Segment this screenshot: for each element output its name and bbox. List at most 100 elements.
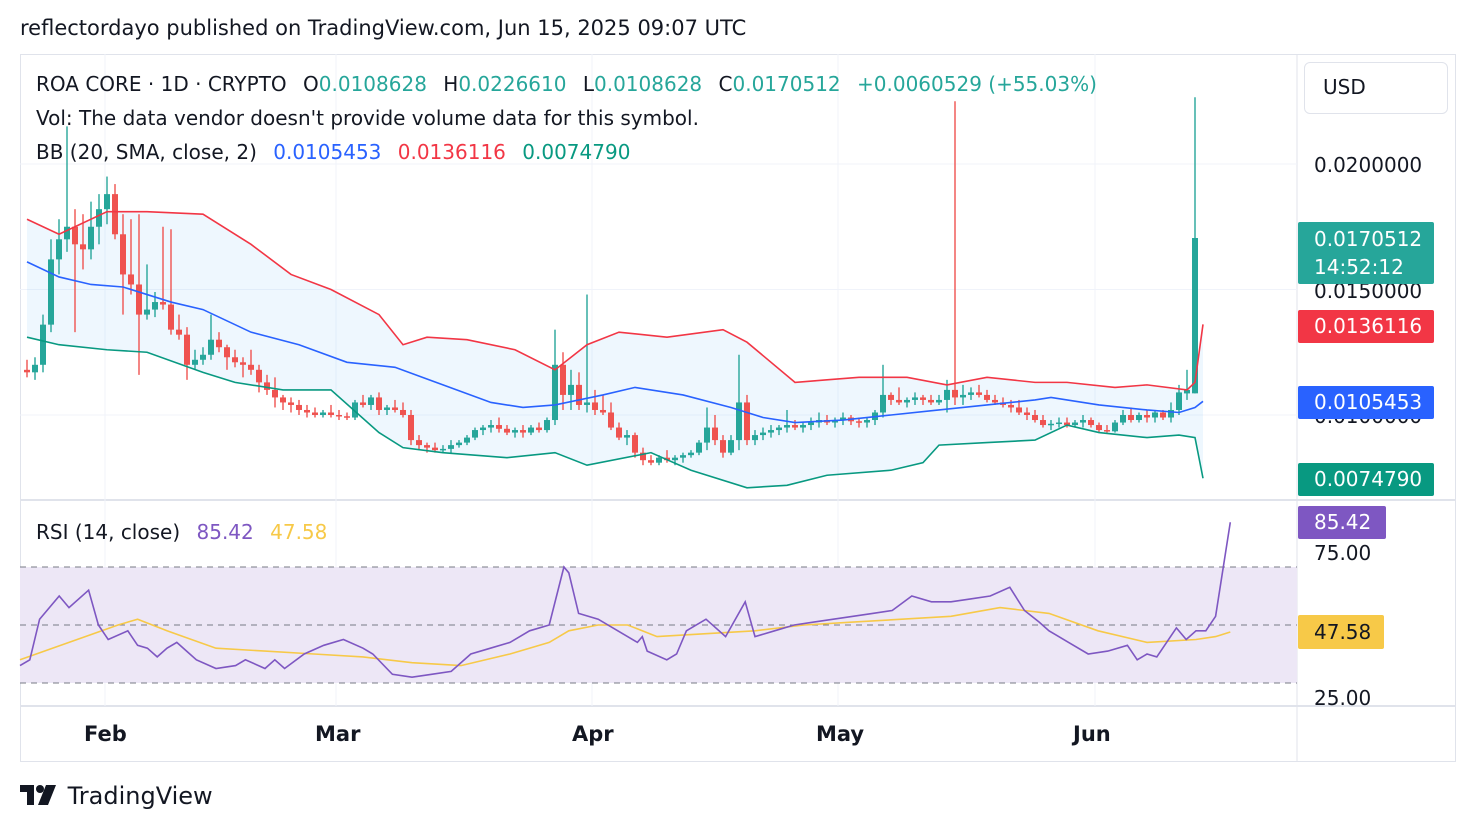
candle-body bbox=[952, 389, 958, 398]
candle-body bbox=[392, 407, 398, 410]
candle-body bbox=[328, 412, 334, 415]
candle-body bbox=[880, 394, 886, 413]
candle-body bbox=[280, 397, 286, 403]
change-value: +0.0060529 (+55.03%) bbox=[857, 72, 1097, 96]
candle-body bbox=[632, 435, 638, 453]
candle-body bbox=[904, 399, 910, 403]
candle-body bbox=[728, 440, 734, 453]
candle-body bbox=[184, 334, 190, 365]
bb-label[interactable]: BB (20, SMA, close, 2) bbox=[36, 140, 257, 164]
low-value: 0.0108628 bbox=[594, 72, 703, 96]
rsi-legend[interactable]: RSI (14, close) 85.42 47.58 bbox=[36, 520, 327, 544]
currency-selector[interactable]: USD bbox=[1304, 62, 1448, 114]
candle-body bbox=[888, 394, 894, 400]
countdown-value: 14:52:12 bbox=[1314, 255, 1404, 279]
candle-body bbox=[208, 339, 214, 355]
candle-body bbox=[832, 420, 838, 423]
candle-body bbox=[360, 402, 366, 405]
candle-body bbox=[1136, 415, 1142, 421]
candle-body bbox=[1112, 422, 1118, 432]
candle-body bbox=[744, 402, 750, 441]
candle-body bbox=[488, 425, 494, 428]
candle-body bbox=[192, 359, 198, 365]
volume-note: Vol: The data vendor doesn't provide vol… bbox=[36, 106, 699, 130]
candle-body bbox=[920, 397, 926, 400]
candle-body bbox=[384, 407, 390, 410]
rsi-label[interactable]: RSI (14, close) bbox=[36, 520, 181, 544]
candle-body bbox=[536, 427, 542, 431]
candle-body bbox=[960, 394, 966, 398]
candle-body bbox=[24, 369, 30, 373]
publish-info: reflectordayo published on TradingView.c… bbox=[20, 16, 747, 40]
candle-body bbox=[688, 452, 694, 456]
bb-lower-value: 0.0074790 bbox=[522, 140, 631, 164]
candle-body bbox=[48, 259, 54, 325]
candle-body bbox=[600, 409, 606, 413]
candle-body bbox=[104, 194, 110, 210]
price-tick: 0.0200000 bbox=[1314, 153, 1423, 177]
candle-body bbox=[264, 382, 270, 390]
candle-body bbox=[200, 354, 206, 360]
candle-body bbox=[984, 394, 990, 400]
candle-body bbox=[584, 402, 590, 405]
candle-body bbox=[96, 209, 102, 227]
candle-body bbox=[312, 412, 318, 415]
candle-body bbox=[288, 402, 294, 405]
candle-body bbox=[760, 432, 766, 436]
candle-body bbox=[232, 357, 238, 363]
candle-body bbox=[1080, 420, 1086, 423]
candle-body bbox=[1008, 404, 1014, 408]
candle-body bbox=[408, 415, 414, 441]
bb-lower-line bbox=[26, 336, 1204, 489]
candle-body bbox=[592, 402, 598, 410]
candle-body bbox=[896, 399, 902, 403]
candle-body bbox=[80, 244, 86, 250]
candle-body bbox=[568, 384, 574, 395]
chart-frame bbox=[20, 54, 1456, 762]
tradingview-logo[interactable]: TradingView bbox=[20, 782, 213, 810]
candle-body bbox=[784, 425, 790, 428]
candle-body bbox=[120, 234, 126, 275]
candle-body bbox=[800, 425, 806, 428]
candle-body bbox=[1192, 238, 1198, 394]
bb-band-area bbox=[27, 211, 1203, 488]
candle-body bbox=[464, 437, 470, 443]
ohlc-legend[interactable]: ROA CORE · 1D · CRYPTO O0.0108628 H0.022… bbox=[36, 72, 1097, 96]
bb-upper-tag: 0.0136116 bbox=[1298, 310, 1434, 343]
candle-body bbox=[224, 347, 230, 358]
candle-body bbox=[912, 397, 918, 400]
bb-upper-line bbox=[26, 210, 1204, 391]
candle-body bbox=[240, 362, 246, 365]
month-label-jun: Jun bbox=[1073, 722, 1111, 746]
candle-body bbox=[352, 402, 358, 418]
bb-legend[interactable]: BB (20, SMA, close, 2) 0.0105453 0.01361… bbox=[36, 140, 630, 164]
candle-body bbox=[112, 194, 118, 235]
high-label: H bbox=[443, 72, 459, 96]
bb-basis-tag: 0.0105453 bbox=[1298, 386, 1434, 419]
candle-body bbox=[1040, 420, 1046, 426]
candle-body bbox=[1120, 415, 1126, 423]
candle-body bbox=[64, 226, 70, 240]
candle-body bbox=[128, 274, 134, 285]
bb-lower-tag: 0.0074790 bbox=[1298, 463, 1434, 496]
candle-body bbox=[1016, 407, 1022, 413]
candle-body bbox=[1072, 422, 1078, 426]
candle-body bbox=[1056, 422, 1062, 425]
candle-body bbox=[56, 239, 62, 260]
candle-body bbox=[560, 364, 566, 395]
month-label-mar: Mar bbox=[315, 722, 361, 746]
close-value: 0.0170512 bbox=[732, 72, 841, 96]
candle-body bbox=[976, 392, 982, 395]
candle-body bbox=[304, 409, 310, 413]
candle-body bbox=[704, 427, 710, 443]
candle-body bbox=[40, 324, 46, 365]
candle-body bbox=[496, 425, 502, 429]
candle-body bbox=[152, 302, 158, 310]
symbol-label[interactable]: ROA CORE · 1D · CRYPTO bbox=[36, 72, 287, 96]
candle-body bbox=[1168, 409, 1174, 418]
candle-body bbox=[992, 399, 998, 403]
candle-body bbox=[448, 445, 454, 449]
candle-body bbox=[1160, 412, 1166, 418]
month-label-apr: Apr bbox=[572, 722, 614, 746]
